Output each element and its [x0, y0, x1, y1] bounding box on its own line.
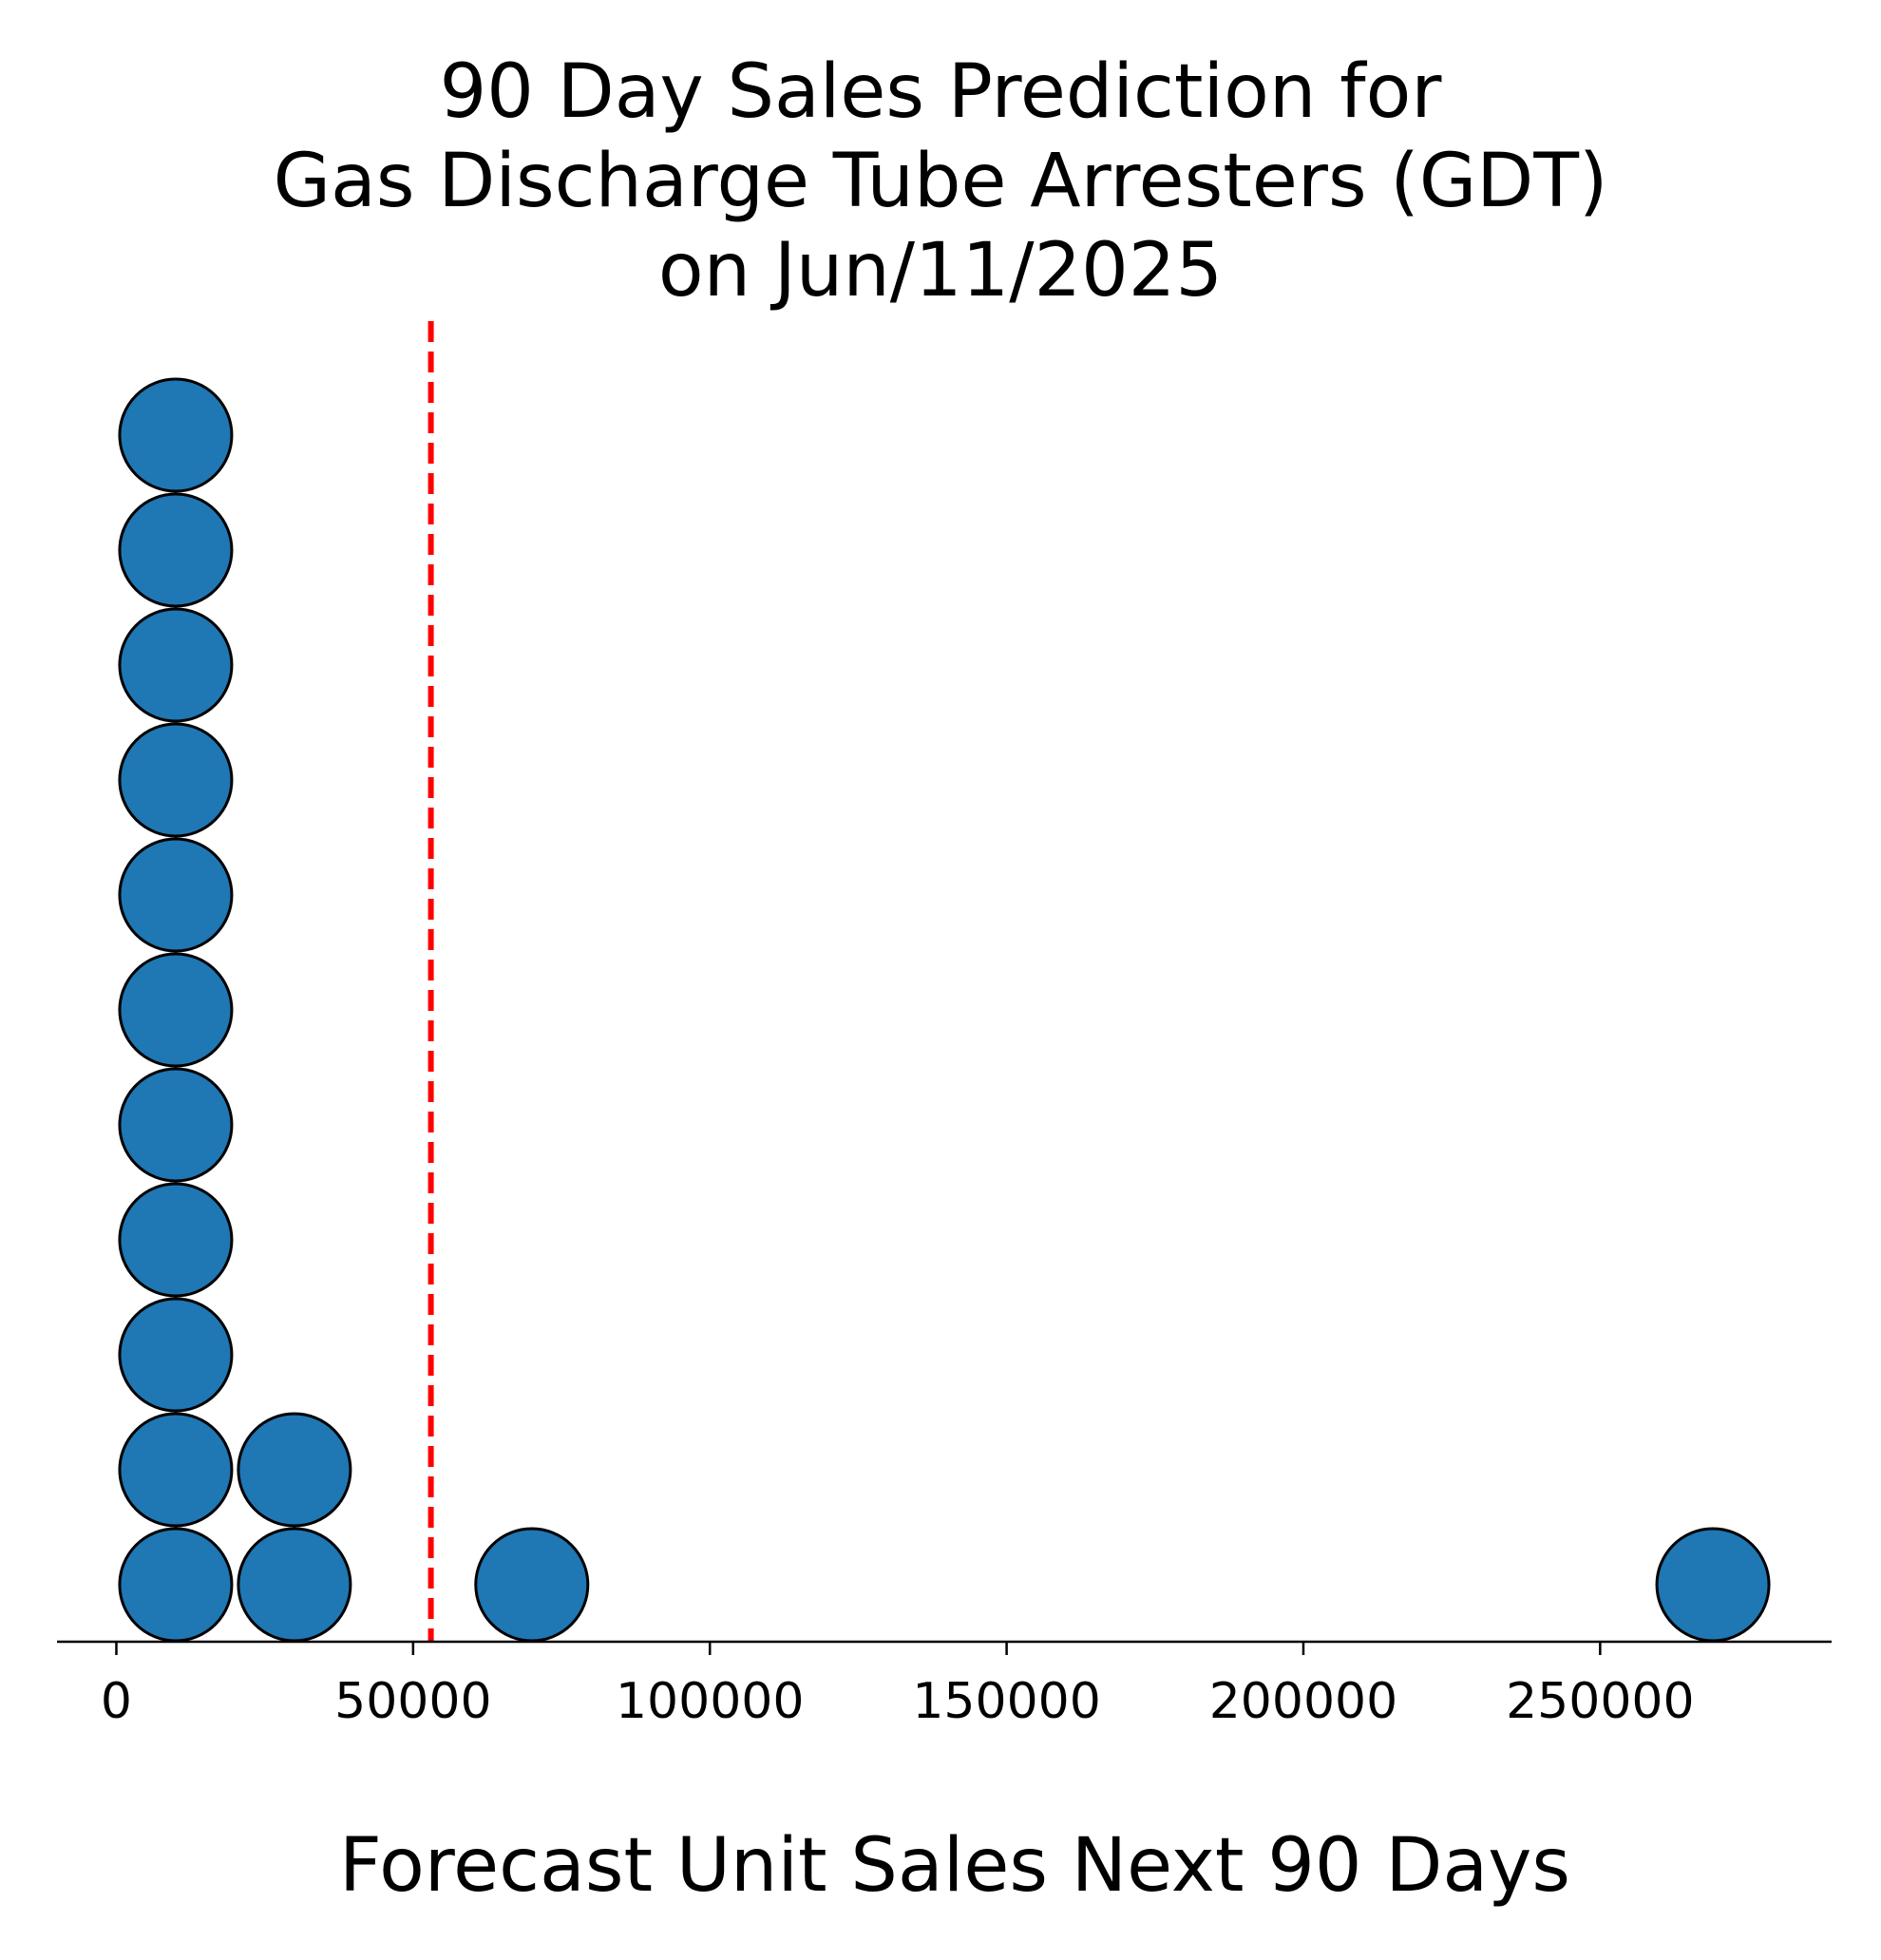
data-dot [1655, 1527, 1771, 1643]
x-axis-ticks: 0 50000 100000 150000 200000 250000 [101, 1642, 1695, 1730]
data-dot [118, 377, 234, 493]
x-tick-label: 150000 [912, 1673, 1101, 1730]
data-dot [118, 1182, 234, 1298]
x-tick-label: 250000 [1506, 1673, 1695, 1730]
data-dot [118, 722, 234, 838]
data-dot [237, 1527, 352, 1643]
data-dot [118, 1412, 234, 1528]
x-tick-label: 100000 [616, 1673, 805, 1730]
data-dot [474, 1527, 590, 1643]
data-dot [118, 1297, 234, 1413]
data-dot [118, 607, 234, 723]
chart-title: 90 Day Sales Prediction for Gas Discharg… [274, 49, 1608, 314]
data-dot [118, 837, 234, 953]
chart-title-line-3: on Jun/11/2025 [658, 228, 1223, 314]
data-dot [237, 1412, 352, 1528]
data-dot [118, 952, 234, 1068]
data-dot [118, 1527, 234, 1643]
data-dot [118, 1067, 234, 1183]
chart-title-line-2: Gas Discharge Tube Arresters (GDT) [274, 139, 1608, 224]
x-tick-label: 200000 [1209, 1673, 1398, 1730]
data-dots [118, 377, 1771, 1643]
data-dot [118, 492, 234, 608]
x-tick-label: 50000 [334, 1673, 491, 1730]
chart-title-line-1: 90 Day Sales Prediction for [440, 49, 1443, 135]
x-tick-label: 0 [101, 1673, 132, 1730]
x-axis-label: Forecast Unit Sales Next 90 Days [339, 1823, 1570, 1909]
